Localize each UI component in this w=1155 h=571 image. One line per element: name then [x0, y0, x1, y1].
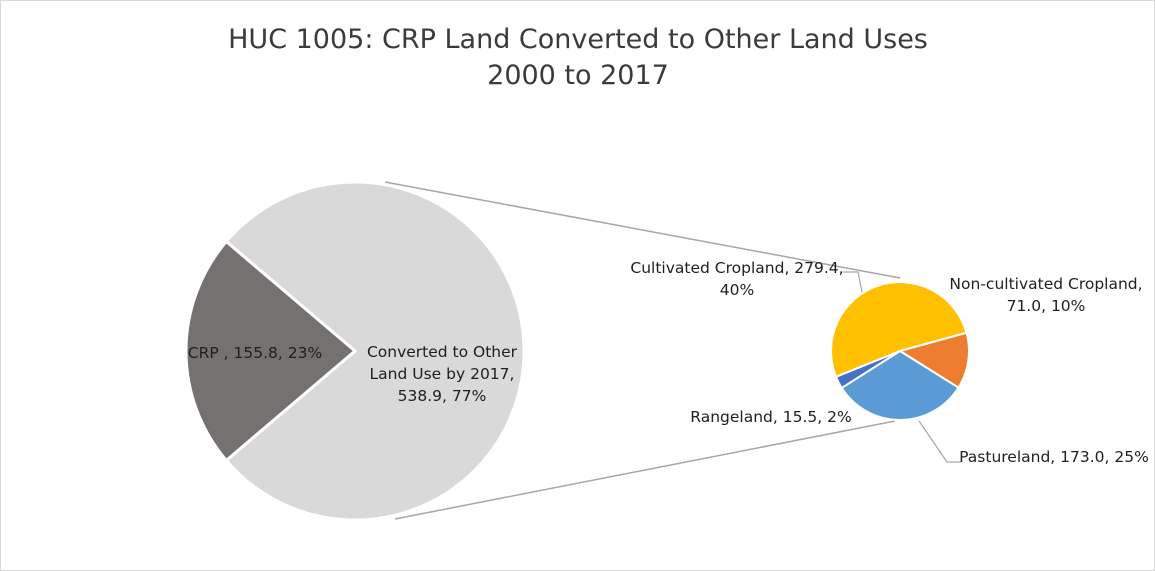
label-leader-line	[918, 420, 961, 463]
data-label-rangeland: Rangeland, 15.5, 2%	[690, 408, 851, 426]
slice-crp	[184, 239, 358, 463]
series-connector-line	[384, 181, 901, 279]
slice-non-cultivated-cropland	[897, 331, 970, 390]
data-label-cultivated-cropland: Cultivated Cropland, 279.4, 40%	[630, 259, 843, 299]
chart-subtitle: 2000 to 2017	[487, 60, 669, 91]
slice-cultivated-cropland	[830, 281, 968, 379]
data-label-converted-to-other-land-use-by-2017: Converted to Other Land Use by 2017, 538.9…	[367, 343, 518, 405]
series-connector-line	[394, 420, 896, 520]
slice-pastureland	[840, 349, 960, 421]
data-label-non-cultivated-cropland: Non-cultivated Cropland, 71.0, 10%	[949, 275, 1142, 315]
slice-converted-to-other-land-use-by-2017	[224, 180, 526, 522]
chart-title: HUC 1005: CRP Land Converted to Other La…	[228, 24, 928, 55]
slice-rangeland	[834, 350, 901, 390]
data-label-pastureland: Pastureland, 173.0, 25%	[959, 448, 1149, 466]
data-label-crp: CRP , 155.8, 23%	[188, 344, 322, 362]
label-leader-line	[843, 271, 864, 298]
